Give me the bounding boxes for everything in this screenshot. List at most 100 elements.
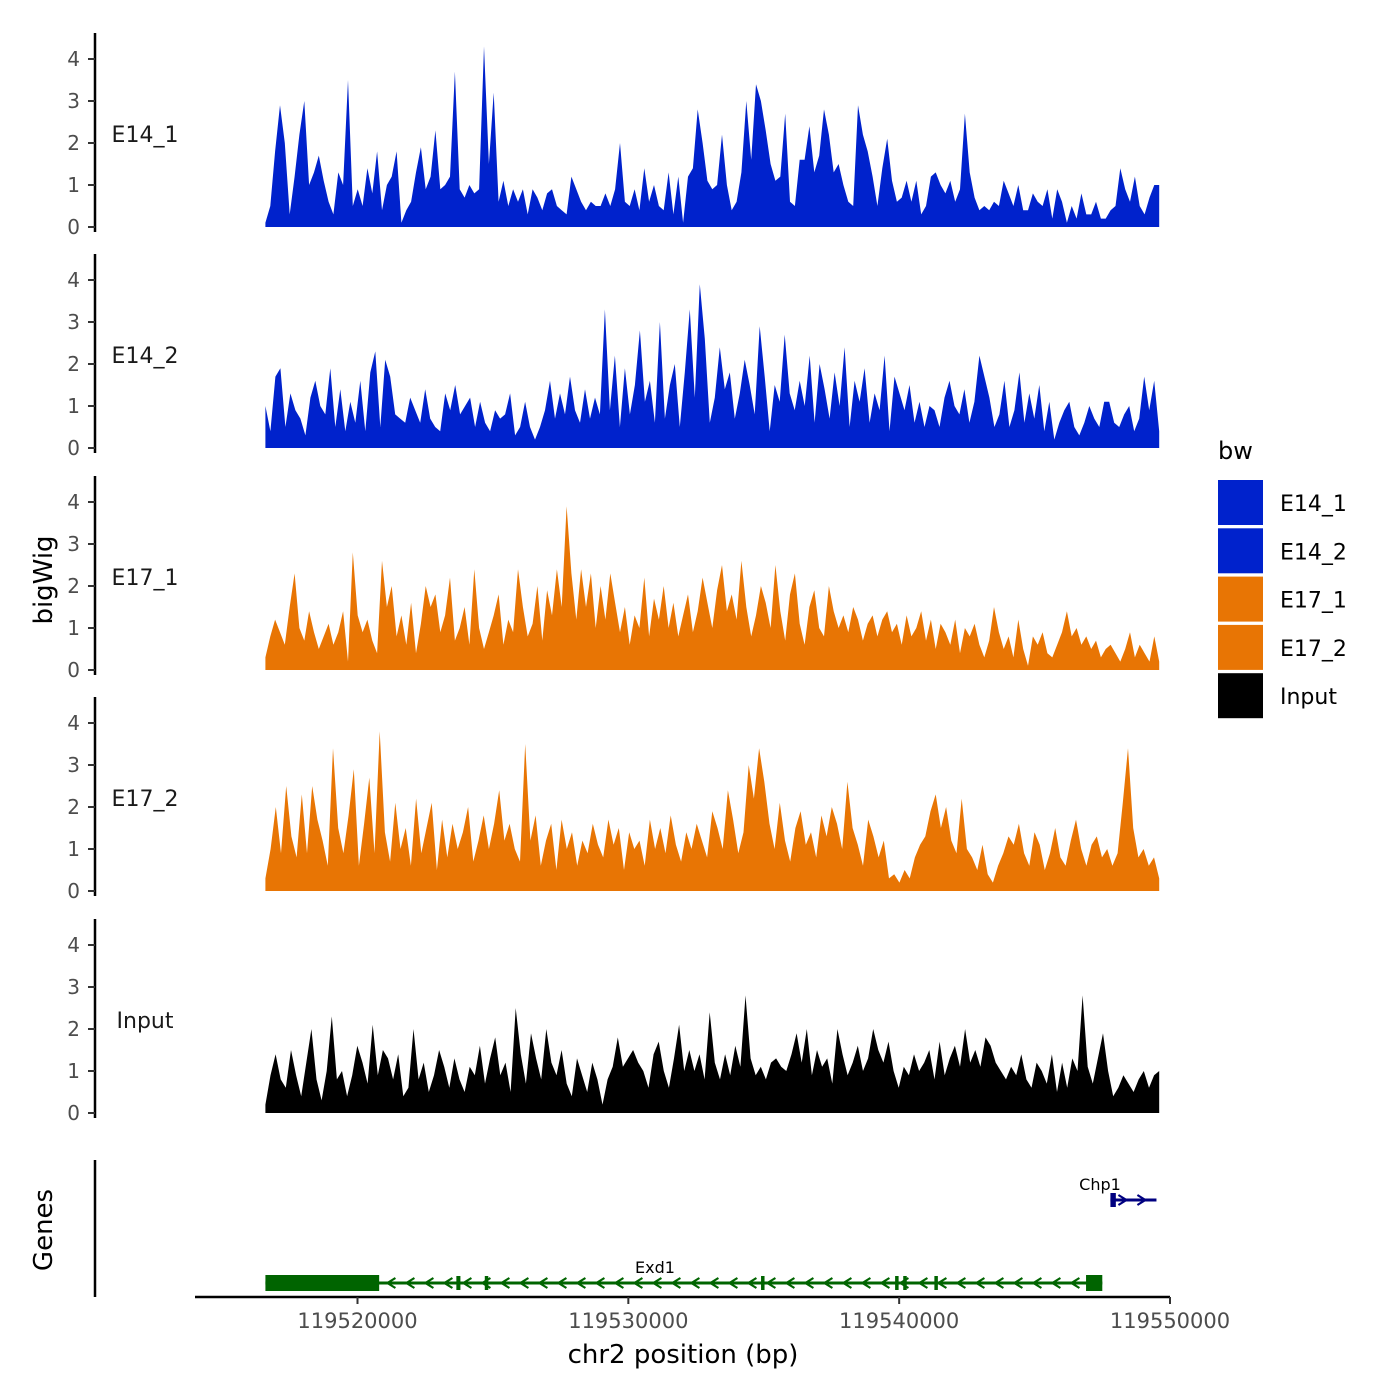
gene-chp1: Chp1 [1079,1175,1157,1207]
strand-arrow [708,1277,719,1289]
strand-arrow [917,1277,928,1289]
panel-label: Input [117,1009,174,1034]
strand-arrow [594,1277,605,1289]
y-tick-label: 2 [67,131,80,155]
legend-swatch [1218,528,1263,574]
y-tick-label: 0 [67,436,80,460]
gene-label: Chp1 [1079,1175,1121,1194]
panel-e17-1: 0 1 2 3 4 E17_1 [67,476,1160,682]
panel-e17-2: 0 1 2 3 4 E17_2 [67,697,1160,903]
legend: bw E14_1 E14_2 E17_1 E17_2 Input [1218,437,1347,719]
exon [1086,1275,1103,1291]
strand-arrow [1069,1277,1081,1289]
gene-track: Exd1 Chp1 [93,1160,1157,1297]
y-tick-label: 3 [67,975,80,999]
strand-arrow [746,1277,757,1289]
genes-track-title: Genes [29,1189,59,1271]
exon [456,1276,461,1290]
panel-input: 0 1 2 3 4 Input [67,919,1160,1125]
strand-arrow [1117,1194,1129,1206]
y-tick-label: 0 [67,1101,80,1125]
exon [484,1276,489,1290]
exon [1110,1193,1116,1207]
gene-exd1: Exd1 [265,1258,1103,1291]
y-tick-label: 1 [67,837,80,861]
gene-label: Exd1 [635,1258,675,1277]
panel-e14-2: 0 1 2 3 4 E14_2 [67,254,1160,460]
signal-area-e14-1 [265,46,1160,228]
y-tick-label: 3 [67,753,80,777]
y-tick-label: 2 [67,352,80,376]
legend-label: E17_2 [1280,637,1347,662]
strand-arrow [442,1277,453,1289]
y-tick-label: 0 [67,658,80,682]
strand-arrow [575,1277,586,1289]
y-tick-label: 1 [67,1059,80,1083]
y-tick-label: 1 [67,394,80,418]
exon [895,1276,899,1290]
strand-arrow [423,1277,434,1289]
y-tick-label: 2 [67,574,80,598]
x-tick-label: 119520000 [297,1309,417,1333]
strand-arrow [879,1277,890,1289]
strand-arrow [537,1277,548,1289]
y-tick-label: 0 [67,879,80,903]
exon [265,1275,380,1291]
legend-label: E14_1 [1280,492,1347,517]
panel-label: E17_2 [112,787,179,812]
y-tick-label: 1 [67,616,80,640]
y-tick-label: 4 [67,711,80,735]
y-tick-label: 0 [67,215,80,239]
panel-label: E17_1 [112,566,179,591]
legend-swatch [1218,624,1263,670]
strand-arrow [499,1277,510,1289]
signal-area-input [265,995,1160,1113]
strand-arrow [803,1277,814,1289]
strand-arrow [936,1277,947,1289]
panel-e14-1: 0 1 2 3 4 E14_1 [67,33,1160,239]
strand-arrow [1012,1277,1024,1289]
strand-arrow [385,1277,396,1289]
strand-arrow [727,1277,738,1289]
strand-arrow [1136,1194,1148,1206]
strand-arrow [784,1277,795,1289]
legend-label: Input [1280,685,1337,710]
y-tick-label: 4 [67,47,80,71]
y-tick-label: 1 [67,173,80,197]
strand-arrow [1050,1277,1062,1289]
strand-arrow [670,1277,681,1289]
strand-arrow [765,1277,776,1289]
y-tick-label: 3 [67,89,80,113]
legend-title: bw [1218,437,1253,465]
x-tick-label: 119540000 [839,1309,959,1333]
panel-label: E14_2 [112,344,179,369]
strand-arrow [841,1277,852,1289]
y-tick-label: 2 [67,1017,80,1041]
strand-arrow [993,1277,1005,1289]
legend-swatch [1218,673,1263,719]
legend-swatch [1218,480,1263,525]
signal-area-e17-2 [265,731,1160,891]
x-tick-label: 119550000 [1110,1309,1230,1333]
strand-arrow [689,1277,700,1289]
y-tick-label: 3 [67,310,80,334]
signal-area-e17-1 [265,506,1160,670]
exon [934,1276,938,1290]
strand-arrow [974,1277,985,1289]
x-axis-title: chr2 position (bp) [568,1340,799,1370]
legend-swatch [1218,576,1263,622]
strand-arrow [955,1277,966,1289]
exon [761,1276,765,1290]
signal-area-e14-2 [265,284,1160,448]
exon [903,1276,907,1290]
y-tick-label: 4 [67,490,80,514]
y-axis-title: bigWig [29,535,59,624]
y-tick-label: 4 [67,268,80,292]
y-tick-label: 4 [67,933,80,957]
signal-panels: 0 1 2 3 4 E14_1 0 1 2 3 4 E14_2 0 1 2 3 4 E17_1 0 1 2 3 4 E17_2… [67,33,1160,1125]
strand-arrow [651,1277,662,1289]
strand-arrow [556,1277,567,1289]
strand-arrow [632,1277,643,1289]
x-tick-label: 119530000 [568,1309,688,1333]
